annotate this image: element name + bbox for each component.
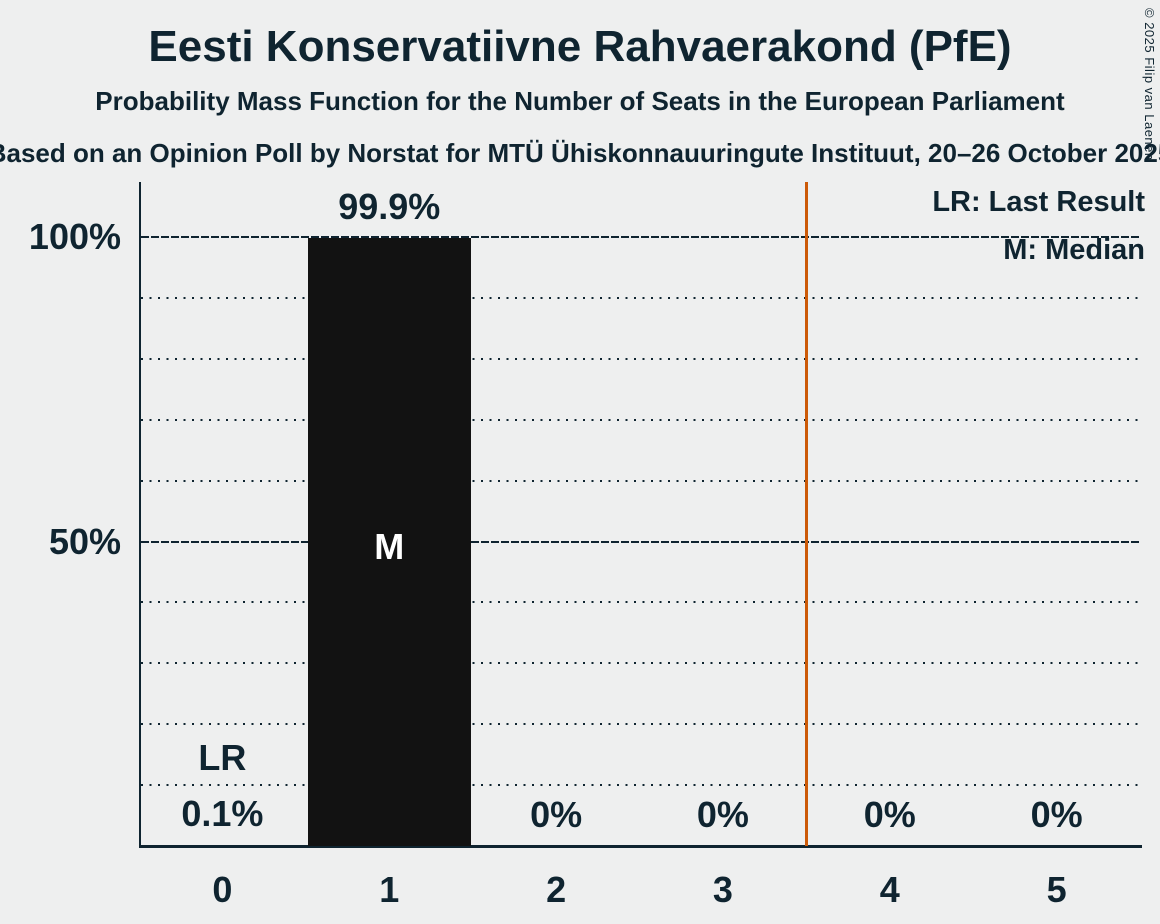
x-tick-5: 5 xyxy=(1046,869,1067,910)
chart-subtitle-text: Probability Mass Function for the Number… xyxy=(95,86,1065,116)
majority-threshold-line xyxy=(804,182,808,846)
bar-seats-1 xyxy=(307,237,471,846)
value-label-seats-0: 0.1% xyxy=(181,793,264,835)
gridline-80pct xyxy=(141,357,1140,360)
x-tick-1: 1 xyxy=(379,869,400,910)
gridline-50pct xyxy=(141,540,1140,543)
legend-median: M: Median xyxy=(1003,234,1145,266)
x-tick-0: 0 xyxy=(212,869,233,910)
x-tick-4: 4 xyxy=(879,869,900,910)
chart-title: Eesti Konservatiivne Rahvaerakond (PfE) xyxy=(0,22,1160,72)
median-marker: M xyxy=(374,525,405,567)
gridline-100pct xyxy=(141,236,1140,238)
gridline-90pct xyxy=(141,296,1140,299)
chart-source-line-text: Based on an Opinion Poll by Norstat for … xyxy=(0,138,1160,168)
last-result-marker: LR xyxy=(198,737,247,779)
value-label-seats-2: 0% xyxy=(530,794,583,835)
gridline-60pct xyxy=(141,479,1140,482)
x-tick-3: 3 xyxy=(712,869,733,910)
chart-subtitle: Probability Mass Function for the Number… xyxy=(0,86,1160,117)
y-tick-50: 50% xyxy=(48,520,121,562)
y-tick-100: 100% xyxy=(28,216,121,257)
legend-last-result: LR: Last Result xyxy=(932,186,1145,218)
value-label-seats-1: 99.9% xyxy=(338,185,441,227)
chart-title-text: Eesti Konservatiivne Rahvaerakond (PfE) xyxy=(148,22,1012,71)
value-label-seats-4: 0% xyxy=(863,794,916,835)
gridline-40pct xyxy=(141,601,1140,604)
gridline-70pct xyxy=(141,418,1140,421)
gridline-20pct xyxy=(141,723,1140,726)
value-label-seats-5: 0% xyxy=(1030,794,1083,835)
y-axis-line xyxy=(139,182,141,848)
gridline-10pct xyxy=(141,784,1140,787)
value-label-seats-3: 0% xyxy=(696,794,749,835)
x-axis-line xyxy=(139,845,1142,848)
chart-source-line: Based on an Opinion Poll by Norstat for … xyxy=(0,138,1160,169)
gridline-30pct xyxy=(141,662,1140,665)
x-tick-2: 2 xyxy=(546,869,567,910)
